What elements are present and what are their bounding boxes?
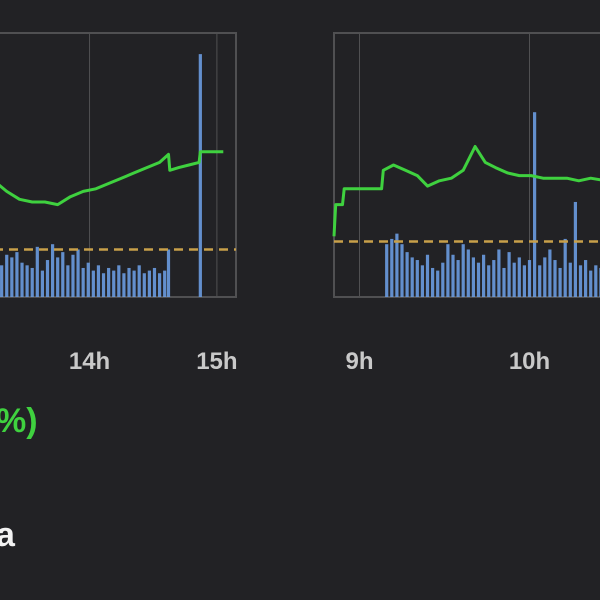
instrument-name-text: a [0, 516, 15, 554]
chart-right: 9h 10h [332, 32, 600, 375]
volume-bar [117, 265, 121, 297]
volume-bar [512, 262, 516, 297]
volume-bar [91, 270, 95, 297]
volume-bar [538, 265, 542, 297]
volume-bar [471, 257, 475, 297]
volume-bar [81, 267, 85, 297]
volume-bar [142, 273, 146, 297]
volume-bar [436, 270, 440, 297]
volume-bar [66, 265, 70, 297]
volume-bar [456, 260, 460, 297]
volume-bar [157, 273, 162, 297]
volume-bar [446, 244, 450, 297]
volume-bar [507, 252, 511, 297]
volume-bar [415, 260, 419, 297]
volume-bar [40, 270, 44, 297]
volume-bar [0, 265, 4, 297]
volume-bar [563, 238, 567, 297]
volume-bar [76, 249, 80, 297]
chart-left: 14h 15h [0, 32, 238, 375]
volume-bar [132, 270, 136, 297]
volume-bar [533, 112, 537, 297]
volume-bar [96, 265, 101, 297]
volume-bar [45, 260, 50, 297]
volume-bar [137, 265, 141, 297]
x-tick-label: 14h [69, 348, 110, 375]
volume-bar [10, 257, 14, 297]
volume-bar [517, 257, 521, 297]
volume-bar [594, 265, 598, 297]
volume-bar [461, 244, 465, 297]
volume-bar [410, 257, 414, 297]
volume-bar [71, 254, 75, 297]
x-tick-label: 15h [196, 348, 237, 375]
volume-bar [568, 262, 572, 297]
price-line [332, 145, 600, 237]
volume-bar [122, 273, 126, 297]
volume-bar [20, 262, 24, 297]
volume-bar [502, 267, 506, 297]
volume-bar [492, 260, 496, 297]
volume-bar [589, 270, 593, 297]
volume-bar [50, 244, 55, 297]
price-change-text: %) [0, 402, 38, 440]
volume-bar [497, 249, 501, 297]
volume-bar [395, 233, 399, 297]
volume-bar [385, 244, 389, 297]
volume-bar [400, 244, 404, 297]
volume-bar [15, 252, 19, 297]
volume-bar [101, 273, 106, 297]
volume-bar [107, 267, 111, 297]
volume-bar [35, 246, 39, 297]
volume-bar [61, 252, 65, 297]
volume-bar [25, 265, 29, 297]
volume-bar [487, 265, 491, 297]
volume-bar [482, 254, 486, 297]
volume-bar [420, 265, 424, 297]
volume-bar [152, 267, 157, 297]
volume-bar [405, 252, 409, 297]
volume-bar [5, 254, 9, 297]
volume-bar [127, 267, 131, 297]
volume-bar [86, 262, 90, 297]
plot-frame [333, 32, 600, 298]
volume-bar [578, 265, 583, 297]
volume-bar [431, 267, 435, 297]
volume-bar [425, 254, 430, 297]
volume-bar [30, 267, 34, 297]
volume-bar [584, 260, 588, 297]
volume-bar [558, 267, 562, 297]
volume-bar [548, 249, 552, 297]
volume-bar [522, 265, 526, 297]
volume-bar [553, 260, 557, 297]
volume-bar [166, 249, 171, 297]
x-tick-label: 10h [509, 348, 550, 375]
volume-bar [112, 270, 116, 297]
volume-bar [390, 238, 394, 297]
volume-bar [198, 54, 202, 298]
volume-bar [573, 201, 577, 297]
volume-bar [466, 249, 470, 297]
price-line [0, 150, 224, 207]
volume-bar [163, 270, 167, 297]
volume-bar [476, 262, 481, 297]
volume-bar [441, 262, 445, 297]
volume-bar [543, 257, 547, 297]
volume-bar [451, 254, 455, 297]
volume-bar [56, 257, 60, 297]
volume-bar [147, 270, 151, 297]
x-tick-label: 9h [345, 348, 373, 375]
volume-bar [527, 260, 532, 297]
